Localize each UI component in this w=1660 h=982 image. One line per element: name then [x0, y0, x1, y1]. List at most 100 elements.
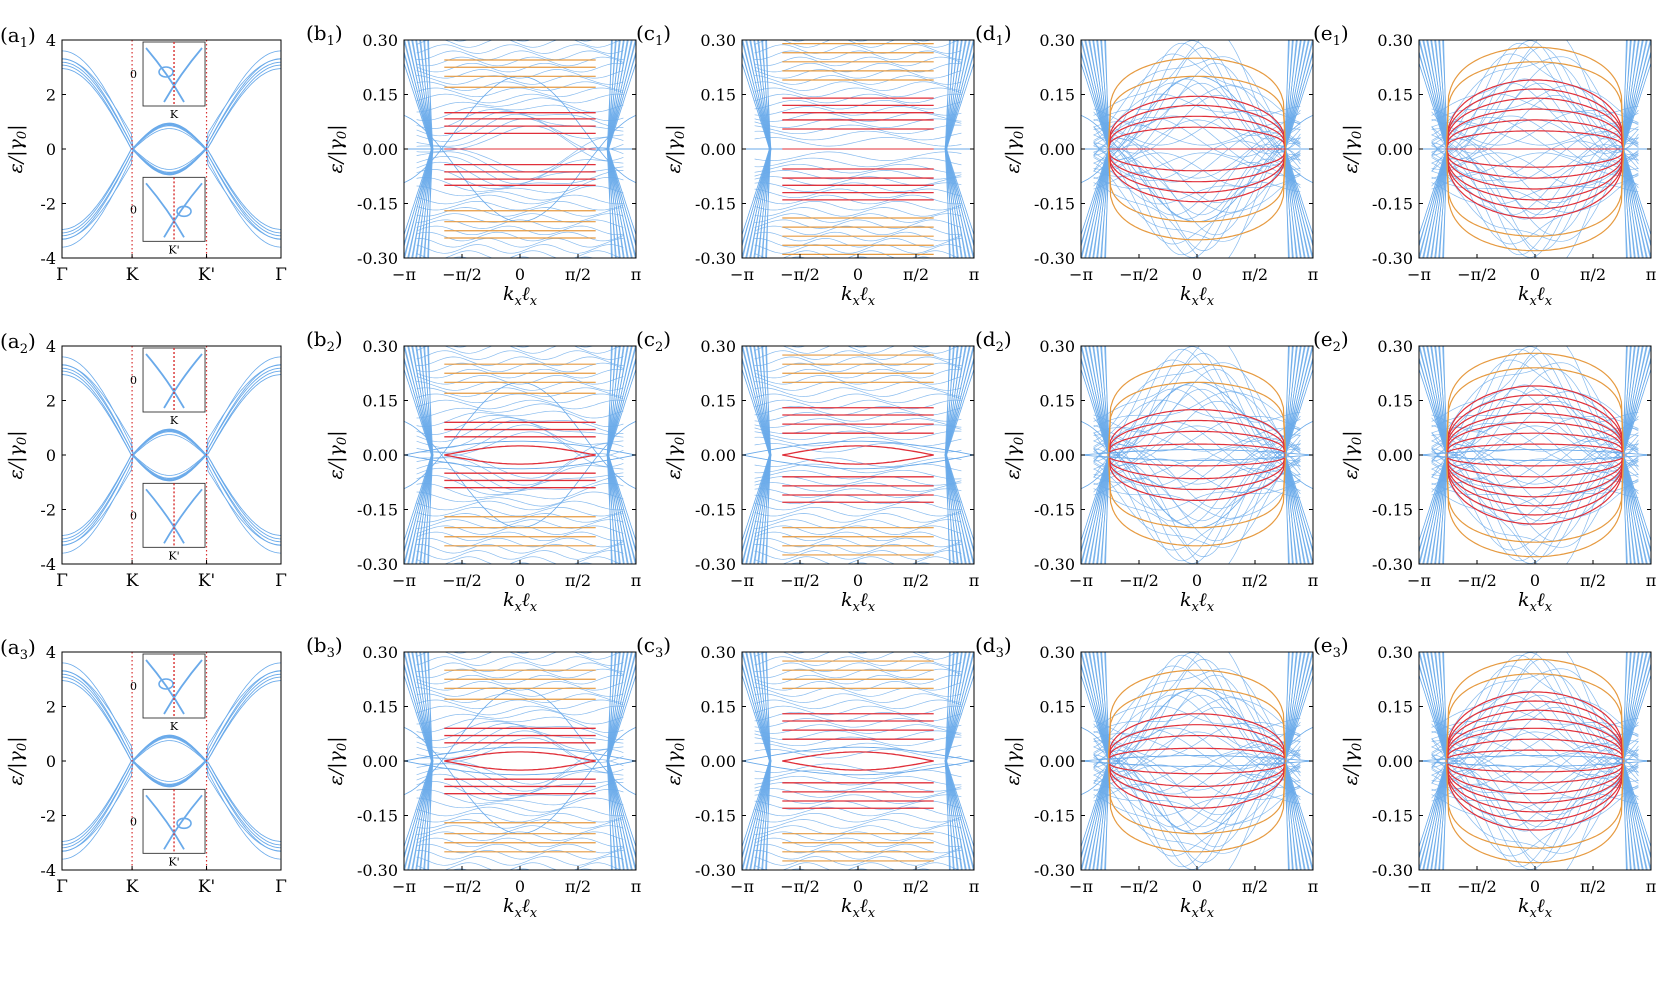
arc-red [1107, 760, 1287, 798]
x-tick-label: −π [392, 265, 416, 284]
bulk-band [1093, 448, 1301, 542]
bulk-band [1439, 652, 1447, 870]
bulk-band [1623, 346, 1631, 564]
inset-band [145, 47, 185, 103]
y-tick-label: -0.15 [1034, 807, 1075, 826]
y-axis-label: ε/|γ0| [1340, 736, 1365, 785]
bulk-band [1093, 766, 1301, 854]
y-tick-label: 0.30 [700, 643, 736, 662]
x-tick-label: Γ [275, 571, 287, 591]
bulk-band [945, 346, 971, 564]
bulk-band [1093, 145, 1301, 256]
arc-orange [1107, 57, 1287, 150]
bulk-band [1431, 417, 1639, 452]
bulk-band [1093, 665, 1301, 760]
bulk-band [945, 346, 955, 564]
x-axis-label: kxℓx [1518, 283, 1553, 309]
arc-red [1445, 760, 1625, 822]
panel-label: (b3) [306, 633, 343, 661]
arc-orange [1107, 363, 1287, 456]
bulk-band [404, 746, 636, 762]
bulk-band [1431, 652, 1639, 762]
arc-red [1445, 412, 1625, 456]
bulk-band [1431, 451, 1639, 562]
arc-red [1445, 454, 1625, 498]
x-axis-label: kxℓx [841, 283, 876, 309]
bulk-band [416, 831, 624, 841]
arc-red [1445, 760, 1625, 773]
x-tick-label: K' [198, 265, 215, 285]
bulk-band [1084, 652, 1110, 870]
panel-e1: (e1) 0.30 0.15 0.00 -0.15 -0.30−π −π/2 0 π/2 π kxℓ… [1313, 21, 1656, 309]
arc-orange [1107, 381, 1287, 456]
bulk-band [416, 424, 624, 457]
x-tick-label: π [1646, 877, 1657, 896]
bulk-band [1431, 145, 1639, 256]
bulk-band [1431, 668, 1639, 756]
x-tick-label: π/2 [1580, 571, 1606, 590]
x-tick-label: −π/2 [1119, 877, 1159, 896]
panel-d2: (d2) 0.30 0.15 0.00 -0.15 -0.30−π −π/2 0 π/2 π kxℓ… [975, 327, 1318, 615]
bulk-band [1093, 153, 1301, 213]
y-tick-label: 0.30 [362, 643, 398, 662]
x-tick-label: 0 [1530, 265, 1540, 284]
bulk-band [1431, 47, 1639, 153]
bulk-band [754, 693, 962, 703]
bulk-band [754, 350, 962, 360]
bulk-band [1431, 659, 1639, 765]
bulk-band [1419, 755, 1651, 762]
bulk-band [754, 656, 962, 666]
bulk-band [1284, 357, 1313, 553]
bulk-band [416, 773, 624, 799]
bulk-band [1431, 353, 1639, 459]
bulk-band [754, 500, 962, 511]
bulk-band [1093, 42, 1301, 153]
bulk-band [404, 368, 433, 542]
bulk-band [416, 415, 624, 435]
bulk-band [416, 207, 624, 217]
inset-kprime: 0 K' [130, 176, 206, 256]
y-tick-label: 0.00 [700, 140, 736, 159]
bulk-band [607, 368, 636, 542]
bulk-band [1431, 665, 1639, 760]
y-tick-label: 0.30 [362, 337, 398, 356]
arc-red [1445, 700, 1625, 762]
bulk-band [754, 194, 962, 205]
bulk-band [1101, 652, 1109, 870]
arc-red [1445, 749, 1625, 762]
bulk-band [1431, 388, 1639, 462]
panel-label: (a1) [0, 23, 36, 51]
x-tick-label: −π/2 [1457, 877, 1497, 896]
y-tick-label: 4 [46, 337, 56, 356]
x-tick-label: π/2 [1242, 571, 1268, 590]
bulk-band [416, 519, 624, 529]
bulk-band [416, 399, 624, 410]
arc-red [1107, 747, 1287, 762]
arc-orange [1107, 454, 1287, 529]
x-axis-label: kxℓx [1518, 895, 1553, 921]
bulk-band [1431, 348, 1639, 459]
bulk-band [416, 419, 624, 449]
bulk-band [1100, 652, 1110, 870]
bulk-band [754, 831, 962, 841]
bulk-band [1431, 764, 1639, 789]
bulk-band [754, 368, 962, 379]
plot-frame [741, 345, 975, 565]
y-tick-label: -0.30 [1372, 249, 1413, 268]
bulk-band [416, 362, 624, 373]
panel-label: (a2) [0, 329, 36, 357]
panel-e3: (e3) 0.30 0.15 0.00 -0.15 -0.30−π −π/2 0 π/2 π kxℓ… [1313, 633, 1657, 921]
inset-point-label: K' [168, 855, 179, 868]
inset-zero-label: 0 [130, 815, 137, 828]
bulk-band [754, 825, 962, 835]
bulk-band [416, 705, 624, 716]
inset-band [145, 794, 185, 850]
bulk-band [754, 436, 962, 447]
bulk-band [1431, 674, 1639, 768]
panel-label: (e2) [1313, 327, 1349, 355]
y-tick-label: 2 [46, 86, 56, 105]
bulk-band [1081, 359, 1111, 551]
bulk-band [1081, 760, 1313, 767]
